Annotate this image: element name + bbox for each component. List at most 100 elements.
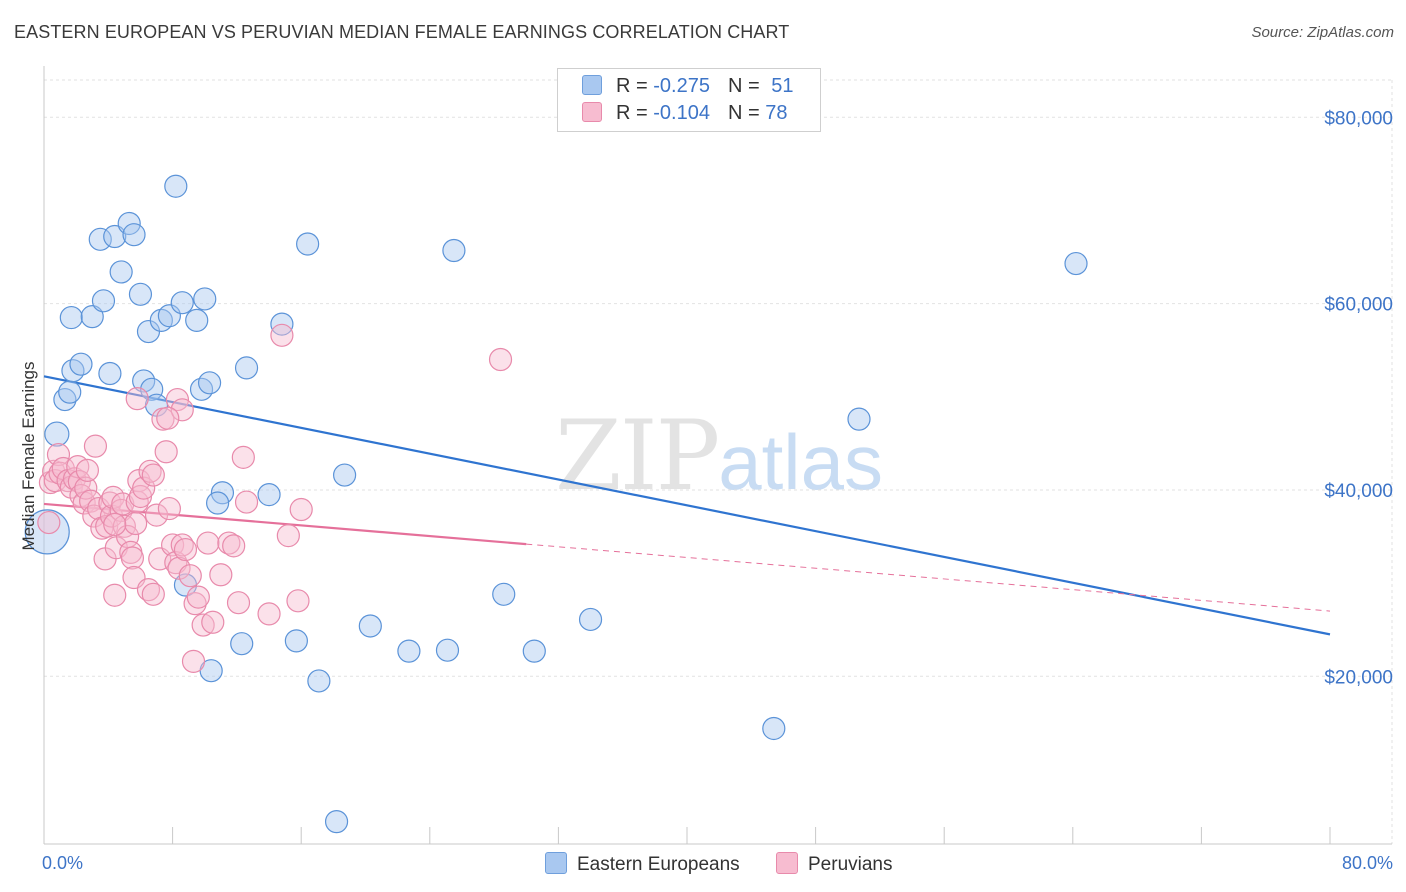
point-peruvian bbox=[66, 455, 90, 479]
point-eastern-european bbox=[578, 607, 603, 632]
point-eastern-european bbox=[122, 223, 146, 247]
point-eastern-european bbox=[296, 232, 320, 256]
legend-swatch-peruvians bbox=[776, 852, 798, 874]
point-peruvian bbox=[270, 323, 294, 347]
trend-line-eastern-europeans bbox=[43, 375, 1331, 636]
point-peruvian bbox=[103, 512, 127, 537]
point-peruvian bbox=[161, 533, 185, 557]
point-eastern-european bbox=[189, 377, 214, 401]
legend-swatch-peruvians bbox=[582, 102, 602, 122]
y-axis-label: Median Female Earnings bbox=[19, 362, 38, 551]
point-eastern-european bbox=[197, 371, 222, 395]
legend-item-eastern-europeans[interactable]: Eastern Europeans bbox=[545, 852, 740, 876]
legend-n-value: 78 bbox=[765, 102, 788, 124]
source-label: Source: ZipAtlas.com bbox=[1251, 24, 1394, 41]
x-tick-label: 0.0% bbox=[42, 853, 83, 873]
legend-label: Peruvians bbox=[808, 854, 893, 875]
point-eastern-european bbox=[762, 716, 786, 741]
point-eastern-european bbox=[284, 629, 308, 653]
point-peruvian bbox=[183, 592, 207, 616]
legend-n-label: N = bbox=[727, 102, 766, 124]
point-eastern-european bbox=[98, 361, 122, 386]
point-eastern-european bbox=[193, 287, 217, 311]
point-peruvian bbox=[157, 496, 181, 521]
legend-row-eastern-europeans: R = -0.275 N = 51 bbox=[582, 75, 793, 98]
point-eastern-european bbox=[103, 224, 127, 249]
y-tick-label: $20,000 bbox=[1324, 667, 1393, 688]
point-peruvian bbox=[222, 534, 246, 558]
point-eastern-european bbox=[206, 491, 230, 515]
point-peruvian bbox=[488, 347, 513, 372]
legend-n-value: 51 bbox=[771, 75, 794, 97]
legend-r-label: R = bbox=[616, 75, 654, 97]
point-peruvian bbox=[75, 458, 100, 482]
point-peruvian bbox=[167, 556, 191, 580]
y-tick-label: $40,000 bbox=[1324, 481, 1393, 502]
point-peruvian bbox=[136, 578, 161, 602]
point-peruvian bbox=[141, 463, 165, 487]
point-eastern-european bbox=[88, 227, 112, 251]
trend-line-peruvians bbox=[43, 502, 527, 546]
point-eastern-european bbox=[140, 377, 164, 401]
point-peruvian bbox=[74, 476, 98, 500]
legend-swatch-eastern-europeans bbox=[582, 75, 602, 95]
point-eastern-european bbox=[397, 639, 421, 663]
point-peruvian bbox=[103, 583, 127, 607]
legend-n-label: N = bbox=[727, 75, 766, 97]
point-eastern-european bbox=[492, 582, 516, 606]
point-peruvian bbox=[156, 406, 180, 430]
point-peruvian bbox=[226, 591, 251, 615]
point-eastern-european bbox=[1064, 251, 1088, 276]
axis-labels: $20,000 $40,000 $60,000 $80,000 0.0% 80.0% Med… bbox=[19, 108, 1393, 873]
point-eastern-european bbox=[324, 810, 349, 834]
point-eastern-european bbox=[307, 669, 331, 693]
point-eastern-european bbox=[164, 174, 188, 198]
point-peruvian bbox=[234, 490, 259, 514]
point-peruvian bbox=[178, 564, 202, 588]
chart-title: EASTERN EUROPEAN VS PERUVIAN MEDIAN FEMA… bbox=[14, 22, 790, 42]
legend-row-peruvians: R = -0.104 N = 78 bbox=[582, 102, 787, 125]
point-eastern-european bbox=[117, 211, 141, 236]
data-points bbox=[24, 174, 1088, 834]
point-eastern-european bbox=[847, 407, 871, 431]
point-peruvian bbox=[191, 613, 215, 637]
point-peruvian bbox=[231, 445, 255, 469]
point-peruvian bbox=[209, 563, 233, 587]
point-peruvian bbox=[154, 440, 178, 464]
point-eastern-european bbox=[333, 463, 357, 487]
legend-item-peruvians[interactable]: Peruvians bbox=[776, 852, 893, 876]
point-eastern-european bbox=[442, 238, 466, 263]
point-peruvian bbox=[144, 503, 169, 527]
point-eastern-european bbox=[24, 509, 70, 555]
point-eastern-european bbox=[80, 305, 104, 329]
axes bbox=[43, 66, 1392, 845]
point-eastern-european bbox=[522, 639, 546, 663]
point-eastern-european bbox=[58, 380, 82, 404]
point-peruvian bbox=[201, 610, 225, 634]
point-peruvian bbox=[141, 582, 165, 606]
correlation-legend: R = -0.275 N = 51 R = -0.104 N = 78 bbox=[557, 68, 821, 132]
legend-r-label: R = bbox=[616, 102, 654, 124]
point-eastern-european bbox=[69, 352, 93, 376]
point-eastern-european bbox=[61, 359, 85, 383]
point-peruvian bbox=[289, 497, 313, 522]
trend-line-peruvians-extension bbox=[526, 543, 1331, 612]
point-eastern-european bbox=[185, 308, 209, 332]
watermark-atlas: atlas bbox=[718, 418, 883, 506]
point-peruvian bbox=[170, 398, 194, 422]
point-peruvian bbox=[196, 531, 220, 555]
point-peruvian bbox=[181, 649, 206, 673]
point-eastern-european bbox=[358, 614, 382, 638]
point-peruvian bbox=[173, 537, 198, 562]
y-tick-label: $60,000 bbox=[1324, 295, 1393, 316]
point-eastern-european bbox=[435, 638, 460, 662]
point-eastern-european bbox=[257, 483, 281, 507]
point-peruvian bbox=[276, 524, 300, 548]
legend-r-value: -0.275 bbox=[653, 75, 710, 97]
point-eastern-european bbox=[109, 260, 133, 284]
point-peruvian bbox=[170, 533, 194, 557]
point-peruvian bbox=[186, 585, 210, 609]
point-eastern-european bbox=[170, 291, 194, 315]
point-peruvian bbox=[125, 387, 149, 411]
